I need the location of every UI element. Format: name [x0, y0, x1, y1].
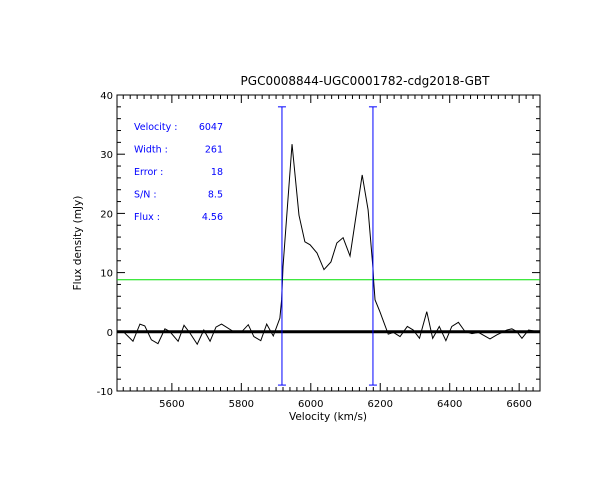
- x-tick-label: 6400: [437, 399, 462, 410]
- y-tick-label: -10: [97, 387, 113, 398]
- annotation-value: 18: [211, 167, 223, 178]
- x-tick-label: 5600: [159, 399, 184, 410]
- annotation-value: 8.5: [208, 190, 223, 201]
- annotation-label: Velocity :: [134, 122, 178, 133]
- annotation-value: 261: [205, 145, 223, 156]
- annotation-value: 6047: [199, 122, 223, 133]
- y-tick-label: 0: [107, 328, 113, 339]
- y-tick-label: 10: [100, 269, 113, 280]
- y-tick-label: 30: [100, 150, 113, 161]
- x-tick-label: 6000: [298, 399, 323, 410]
- annotation-label: Error :: [134, 167, 163, 178]
- annotation-label: Flux :: [134, 212, 160, 223]
- y-tick-label: 40: [100, 91, 113, 102]
- x-tick-label: 6600: [506, 399, 531, 410]
- annotation-value: 4.56: [202, 212, 223, 223]
- plot-frame: [116, 94, 541, 392]
- x-axis-label: Velocity (km/s): [289, 411, 367, 423]
- y-tick-label: 20: [100, 209, 113, 220]
- chart-title: PGC0008844-UGC0001782-cdg2018-GBT: [241, 74, 491, 88]
- annotation-label: Width :: [134, 145, 168, 156]
- annotation-label: S/N :: [134, 190, 157, 201]
- x-tick-label: 5800: [229, 399, 254, 410]
- y-axis-label: Flux density (mJy): [72, 196, 84, 291]
- x-tick-label: 6200: [368, 399, 393, 410]
